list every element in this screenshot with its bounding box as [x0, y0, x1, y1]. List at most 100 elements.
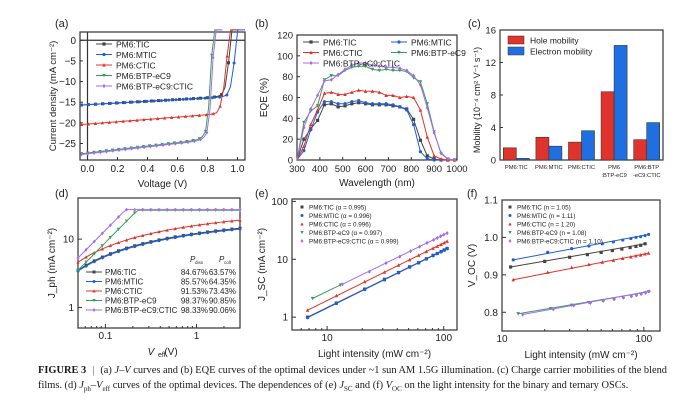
data-point — [107, 120, 111, 124]
y-tick-label: 10 — [277, 255, 289, 266]
y-tick-label: 60 — [282, 93, 293, 104]
series-BTPCTIC — [296, 61, 457, 163]
data-point — [114, 120, 118, 124]
data-point — [572, 303, 576, 308]
caption-fragment: (a) — [100, 365, 115, 376]
data-point — [629, 236, 633, 241]
data-point — [80, 103, 83, 107]
data-point — [418, 108, 423, 112]
legend-marker — [300, 222, 304, 226]
y-axis-label: EQE (%) — [259, 78, 270, 117]
data-point — [418, 150, 423, 154]
legend-label: PM6:TIC — [105, 268, 137, 277]
data-point — [435, 235, 439, 241]
data-point — [350, 65, 354, 70]
series-line — [81, 29, 223, 155]
data-point — [196, 97, 200, 101]
data-point — [620, 247, 624, 251]
voc-light-chart: (f) 10 100 0.8 0.9 1.0 1.1 Light intensity (mW … — [467, 188, 661, 361]
legend-label: PM6:CTIC — [116, 60, 156, 70]
y-tick-label: −15 — [59, 98, 76, 109]
fit-line — [522, 290, 650, 316]
caption-fragment: curves of the optimal devices. The depen… — [110, 380, 340, 391]
fit-line — [312, 284, 341, 299]
series-BTP — [79, 29, 221, 156]
data-point — [418, 80, 423, 84]
legend-swatch — [507, 35, 525, 45]
bar-hole — [502, 147, 517, 161]
panel-a: (a) 0.0 0.2 0.4 0.6 0.8 1.0 0 −5 −10 −15 −20 −25 Volt… — [0, 0, 250, 195]
series-line — [81, 29, 238, 126]
fit-line — [513, 252, 649, 281]
data-point — [585, 253, 589, 257]
plot-frame — [501, 199, 661, 332]
data-point — [133, 235, 137, 240]
x-tick-label: 100 — [635, 334, 652, 345]
y-tick-label: 10 — [63, 235, 75, 246]
x-tick-label: 1 — [194, 331, 200, 342]
p-coll-value: 90.85% — [209, 297, 236, 306]
x-tick-label: PM6 — [608, 165, 620, 171]
data-point — [600, 242, 604, 246]
data-point — [205, 130, 209, 135]
data-point — [646, 251, 651, 255]
y-axis-label: Current density (mA cm⁻²) — [48, 41, 59, 152]
data-point — [181, 225, 185, 229]
data-point — [356, 88, 361, 92]
data-point — [357, 61, 361, 66]
legend-label: PM6:BTP-eC9:CTIC (n = 1.10) — [517, 239, 603, 246]
data-point — [356, 64, 361, 69]
data-point — [133, 211, 137, 215]
data-point — [309, 128, 313, 132]
x-tick-label: 0.1 — [98, 331, 112, 342]
jsc-light-chart: (e) 10 100 1 10 100 Light intensity (mW cm⁻²) J… — [255, 188, 458, 360]
data-point — [343, 92, 347, 96]
data-point — [149, 117, 153, 121]
data-point — [167, 98, 171, 102]
series-MTIC — [76, 227, 242, 273]
plot-frame — [291, 198, 458, 331]
data-point — [225, 54, 229, 58]
legend-marker — [309, 50, 313, 55]
data-point — [133, 245, 137, 249]
x-axis-label: Wavelength (nm) — [339, 178, 415, 189]
data-point — [646, 232, 651, 237]
data-point — [315, 104, 320, 108]
data-point — [222, 229, 226, 233]
data-point — [396, 271, 401, 275]
legend-label: PM6:BTP-eC9:CTIC — [116, 81, 193, 91]
data-point — [601, 298, 606, 303]
x-axis-label-unit: (V) — [164, 347, 177, 358]
data-point — [425, 154, 429, 158]
x-tick-label: 1.0 — [231, 164, 245, 175]
data-point — [79, 122, 84, 127]
x-tick-label: 100 — [435, 333, 452, 344]
legend-marker — [508, 214, 512, 217]
data-point — [391, 65, 395, 70]
data-point — [363, 287, 367, 292]
y-tick-label: 0 — [491, 156, 496, 167]
series-line — [81, 29, 221, 155]
legend-marker — [397, 40, 401, 44]
y-tick-label: −10 — [59, 77, 76, 88]
caption-fragment: J — [79, 380, 84, 391]
legend-marker — [92, 270, 96, 274]
data-point — [634, 244, 638, 249]
data-point — [218, 95, 222, 99]
legend-label: PM6:CTIC — [105, 287, 143, 296]
data-point — [453, 157, 457, 163]
data-point — [189, 207, 193, 212]
y-tick-label: 4 — [491, 123, 496, 134]
data-point — [610, 248, 614, 253]
series-TIC — [509, 242, 647, 269]
data-point — [94, 102, 98, 106]
data-point — [570, 247, 574, 251]
data-point — [173, 236, 177, 240]
data-point — [363, 89, 368, 93]
data-point — [145, 99, 149, 103]
data-point — [198, 207, 201, 212]
panel-c: (c) 0 4 8 12 16 Mobility (10⁻⁴ cm² V⁻¹ s⁻¹) PM6… — [465, 0, 700, 195]
data-point — [336, 102, 340, 106]
y-tick-label: −20 — [59, 118, 76, 129]
